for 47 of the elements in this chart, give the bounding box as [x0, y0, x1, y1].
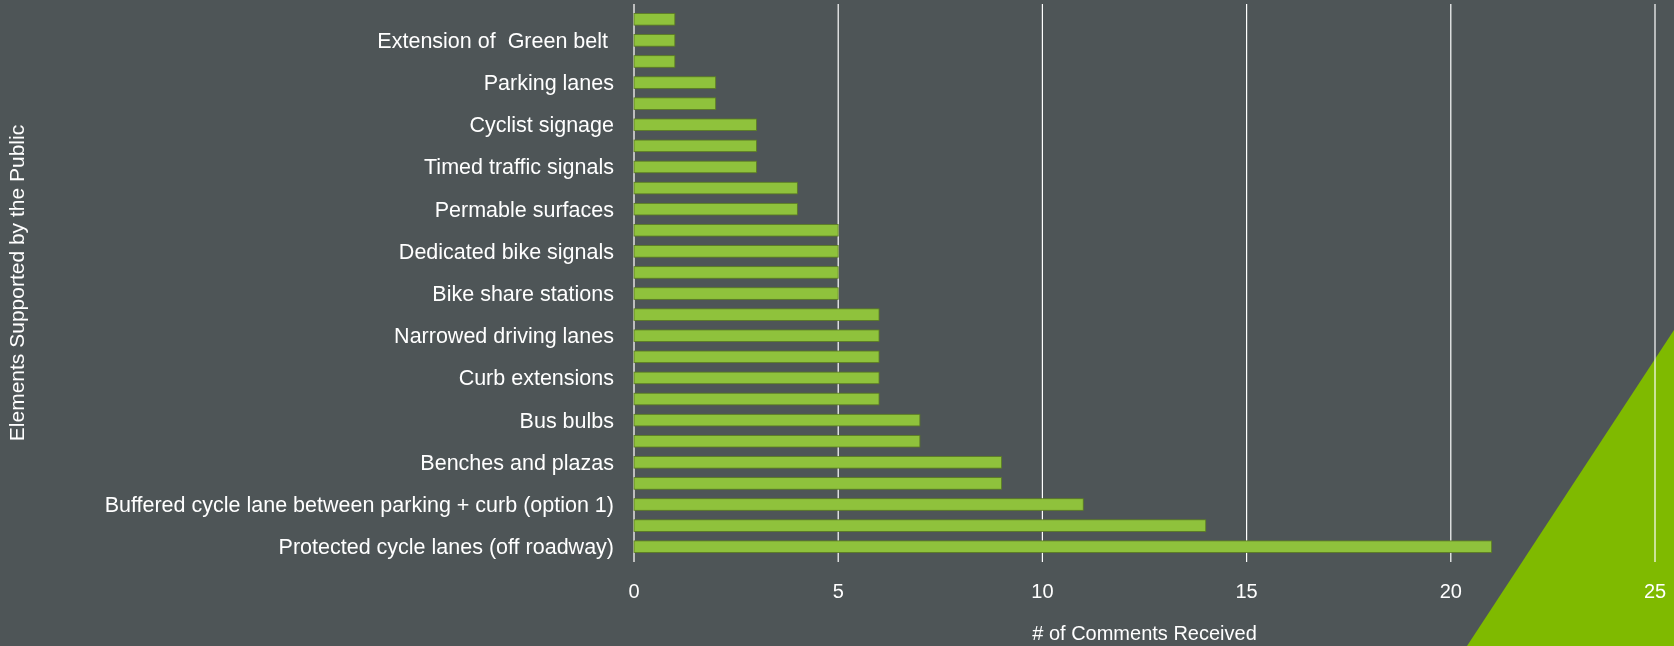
bar — [633, 540, 1493, 553]
bar — [633, 76, 717, 89]
y-tick-label: Parking lanes — [483, 71, 614, 96]
y-tick-label: Extension of Green belt — [377, 28, 614, 53]
y-tick-label: Bike share stations — [432, 282, 614, 307]
x-tick-label: 15 — [1235, 580, 1258, 602]
bar — [633, 308, 880, 321]
bar — [633, 181, 798, 195]
bar — [633, 139, 757, 153]
bar — [633, 118, 757, 131]
bar — [633, 224, 839, 237]
bar — [633, 498, 1084, 511]
bar — [633, 245, 839, 258]
y-tick-label: Cyclist signage — [469, 113, 614, 138]
x-tick-label: 5 — [832, 580, 844, 602]
bar — [633, 413, 921, 427]
y-tick-label: Narrowed driving lanes — [394, 324, 614, 349]
x-tick-label: 25 — [1643, 580, 1667, 602]
x-tick-label: 20 — [1439, 580, 1462, 602]
bar — [633, 266, 839, 279]
bar — [633, 329, 880, 342]
bar — [633, 55, 676, 68]
bar — [633, 371, 880, 385]
bar — [633, 287, 839, 300]
bar — [633, 456, 1002, 469]
bar — [633, 97, 717, 110]
y-tick-label: Protected cycle lanes (off roadway) — [278, 535, 614, 560]
bar — [633, 160, 757, 174]
x-tick-label: 0 — [628, 580, 640, 602]
y-tick-label: Bus bulbs — [519, 408, 614, 433]
x-axis-title: # of Comments Received — [1032, 622, 1257, 644]
bar — [633, 477, 1002, 490]
bar — [633, 202, 798, 216]
bar — [633, 519, 1207, 532]
y-tick-label: Timed traffic signals — [424, 155, 614, 180]
bar — [633, 13, 676, 26]
bar — [633, 34, 676, 47]
y-tick-label: Benches and plazas — [420, 450, 614, 475]
y-axis-title: Elements Supported by the Public — [5, 124, 28, 442]
bar — [633, 435, 921, 448]
bar — [633, 350, 880, 364]
y-tick-label: Buffered cycle lane between parking + curb (option 1) — [104, 493, 614, 518]
y-tick-label: Permable surfaces — [434, 197, 614, 222]
bar — [633, 392, 880, 406]
y-tick-label: Curb extensions — [458, 366, 614, 391]
x-tick-label: 10 — [1031, 580, 1054, 602]
y-tick-label: Dedicated bike signals — [398, 239, 614, 264]
